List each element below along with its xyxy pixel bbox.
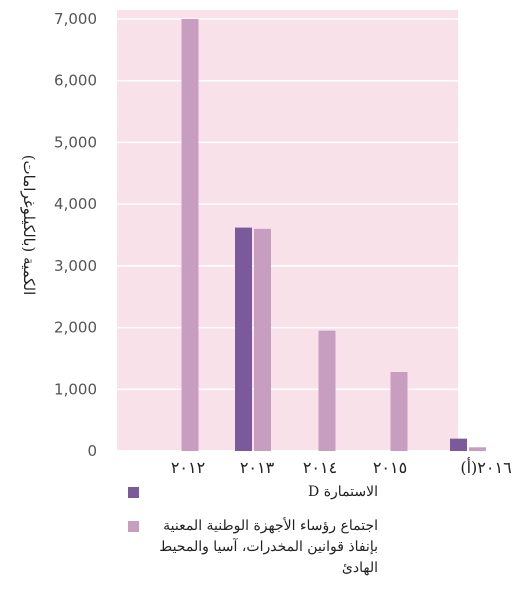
y-tick-label: 2,000: [54, 319, 97, 337]
y-tick-label: 4,000: [54, 195, 97, 213]
y-tick-label: 7,000: [54, 10, 97, 28]
bars: [181, 19, 486, 451]
bar-honlea-2: [318, 330, 336, 451]
y-tick-label: 3,000: [54, 257, 97, 275]
legend-swatch-honlea: [128, 521, 139, 532]
legend-label-form-d: الاستمارة D: [308, 484, 378, 500]
bar-honlea-3: [390, 372, 408, 451]
bar-honlea-4: [469, 447, 486, 451]
bar-honlea-0: [181, 19, 199, 451]
y-axis-label: الكمية (بالكيلوغرامات): [20, 155, 38, 296]
y-axis-ticks: 0 1,000 2,000 3,000 4,000 5,000 6,000 7,000: [54, 10, 97, 460]
x-tick-label: ٢٠١٥: [373, 458, 407, 475]
y-tick-label: 5,000: [54, 133, 97, 151]
legend-label-honlea: اجتماع رؤساء الأجهزة الوطنية المعنية بإن…: [159, 518, 378, 576]
x-axis-ticks: ٢٠١٢ ٢٠١٣ ٢٠١٤ ٢٠١٥ ٢٠١٦(أ): [171, 457, 512, 475]
x-tick-label: ٢٠١٦(أ): [460, 457, 511, 475]
y-tick-label: 6,000: [54, 72, 97, 90]
x-tick-label: ٢٠١٤: [303, 458, 337, 475]
bar-form-d-4: [450, 438, 467, 451]
legend-swatch-form-d: [128, 487, 139, 498]
y-tick-label: 1,000: [54, 380, 97, 398]
x-tick-label: ٢٠١٢: [171, 458, 205, 475]
gridlines: [117, 18, 458, 391]
bar-form-d-1: [235, 227, 252, 451]
x-tick-label: ٢٠١٣: [240, 458, 275, 475]
y-tick-label: 0: [87, 442, 97, 460]
bar-honlea-1: [254, 228, 271, 451]
chart-svg: 0 1,000 2,000 3,000 4,000 5,000 6,000 7,000 ٢٠١…: [20, 10, 512, 475]
